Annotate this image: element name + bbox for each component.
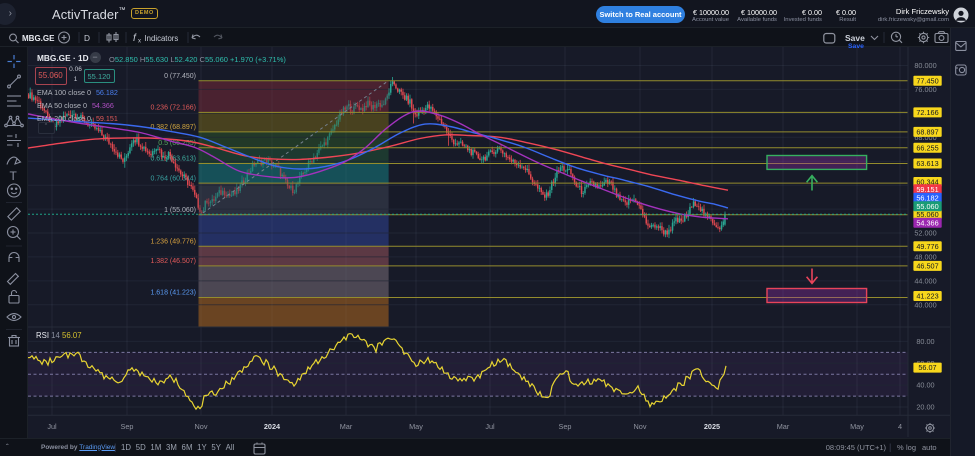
svg-text:49.776: 49.776 [916,242,938,251]
svg-text:44.000: 44.000 [914,277,936,286]
svg-text:Save: Save [845,33,865,43]
svg-text:40.00: 40.00 [916,381,934,390]
svg-text:MBG.GE: MBG.GE [22,34,55,43]
svg-text:54.366: 54.366 [916,218,938,227]
svg-text:56.07: 56.07 [918,363,936,372]
svg-text:80.000: 80.000 [914,61,936,70]
svg-text:76.000: 76.000 [914,85,936,94]
svg-text:1.618 (41.223): 1.618 (41.223) [150,290,196,297]
svg-text:68.897: 68.897 [916,128,938,137]
svg-text:1.382 (46.507): 1.382 (46.507) [150,258,196,265]
svg-text:72.166: 72.166 [916,108,938,117]
svg-text:Indicators: Indicators [145,34,179,43]
svg-text:f: f [133,33,137,44]
svg-text:D: D [84,33,90,43]
svg-text:20.00: 20.00 [916,403,934,412]
svg-text:48.000: 48.000 [914,253,936,262]
svg-text:T: T [10,169,18,183]
svg-text:0.236 (72.166): 0.236 (72.166) [150,105,196,112]
svg-text:60.344: 60.344 [916,178,938,187]
svg-text:56.182: 56.182 [916,193,938,202]
svg-text:77.450: 77.450 [916,76,938,85]
svg-text:80.00: 80.00 [916,337,934,346]
svg-text:68.000: 68.000 [914,133,936,142]
svg-text:52.000: 52.000 [914,229,936,238]
svg-text:63.613: 63.613 [916,159,938,168]
svg-text:1.236 (49.776): 1.236 (49.776) [150,239,196,246]
svg-text:0.382 (68.897): 0.382 (68.897) [150,124,196,131]
svg-text:0 (77.450): 0 (77.450) [164,73,196,80]
svg-text:1 (55.060): 1 (55.060) [164,207,196,214]
svg-text:66.255: 66.255 [916,143,938,152]
svg-text:0.764 (60.344): 0.764 (60.344) [150,175,196,182]
svg-text:55.060: 55.060 [916,202,938,211]
svg-text:40.000: 40.000 [914,300,936,309]
svg-text:41.223: 41.223 [916,292,938,301]
svg-text:0.618 (63.613): 0.618 (63.613) [150,156,196,163]
svg-text:55.060: 55.060 [916,210,938,219]
svg-text:59.151: 59.151 [916,185,938,194]
svg-text:46.507: 46.507 [916,262,938,271]
svg-text:x: x [138,39,141,45]
